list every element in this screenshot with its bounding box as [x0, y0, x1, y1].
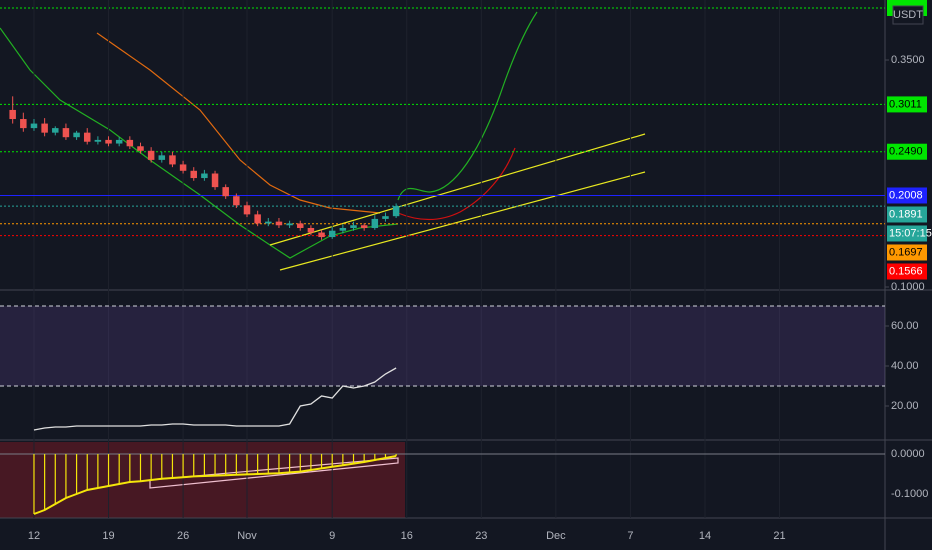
candle-body — [94, 139, 102, 142]
price-tag — [887, 96, 927, 113]
candle-body — [179, 164, 187, 171]
candle-body — [201, 173, 208, 179]
x-tick-label: Nov — [237, 530, 257, 542]
candle-body — [190, 170, 197, 179]
channel-lower — [279, 171, 646, 271]
candle-body — [382, 216, 389, 219]
candle-body — [83, 132, 91, 142]
price-tag-label: 0.2490 — [889, 146, 923, 158]
candle-body — [137, 146, 144, 151]
y-tick-label: 0.0000 — [891, 448, 925, 460]
price-tag-label: 15:07:15 — [889, 227, 932, 239]
candle-body — [20, 119, 27, 129]
candle-body — [41, 123, 48, 133]
price-tag-label: 0.3011 — [889, 98, 922, 110]
moving-average-orange — [96, 32, 381, 214]
x-tick-label: 26 — [177, 530, 189, 542]
candle-body — [62, 128, 70, 138]
price-tag — [887, 263, 927, 280]
candle-body — [254, 214, 261, 224]
price-tag-label: 0.1891 — [889, 208, 923, 220]
price-tag — [887, 206, 927, 223]
candle-body — [318, 232, 325, 238]
y-tick-label: 40.00 — [891, 360, 919, 372]
price-tag — [887, 244, 927, 261]
price-tag — [887, 187, 927, 204]
candle-body — [126, 139, 134, 147]
x-tick-label: 7 — [627, 530, 633, 542]
candle-body — [30, 123, 38, 129]
candle-body — [105, 139, 112, 144]
candle-body — [243, 205, 251, 215]
candle-body — [297, 223, 304, 228]
candle-body — [360, 225, 368, 228]
histogram-shade — [0, 442, 405, 518]
currency-box — [892, 5, 924, 25]
projection-red — [397, 147, 516, 221]
x-tick-label: 23 — [475, 530, 487, 542]
candle-body — [371, 218, 379, 228]
x-tick-label: 12 — [28, 530, 40, 542]
candle-body — [286, 223, 293, 226]
price-tag — [887, 225, 927, 242]
candle-body — [350, 225, 357, 228]
rsi-line — [33, 367, 397, 431]
candle-body — [233, 196, 240, 206]
x-tick-label: 19 — [102, 530, 114, 542]
candle-body — [392, 206, 400, 217]
projection-green — [397, 11, 538, 201]
histogram-shape — [149, 457, 399, 489]
candle-body — [52, 128, 59, 133]
currency: USDT — [893, 9, 923, 21]
candle-body — [169, 155, 176, 165]
rsi-band — [0, 306, 885, 386]
price-tag-label: 0.1697 — [889, 246, 923, 258]
x-tick-label: 16 — [401, 530, 413, 542]
y-tick-label: -0.1000 — [891, 488, 928, 500]
candle-body — [222, 187, 229, 197]
price-tag — [887, 143, 927, 160]
y-tick-label: 60.00 — [891, 320, 919, 332]
candle-body — [147, 150, 155, 160]
candle-body — [158, 155, 166, 160]
y-tick-label: 0.3500 — [891, 54, 925, 66]
candle-body — [73, 132, 80, 138]
candle-body — [265, 221, 272, 224]
candle-body — [9, 109, 16, 120]
candle-body — [328, 230, 336, 238]
price-tag-label: 0.2008 — [889, 189, 923, 201]
x-tick-label: 21 — [773, 530, 785, 542]
x-tick-label: Dec — [546, 530, 566, 542]
y-tick-label: 20.00 — [891, 400, 919, 412]
x-tick-label: 14 — [699, 530, 711, 542]
candle-body — [307, 227, 315, 233]
candle-body — [275, 221, 283, 226]
y-tick-label: 0.1000 — [891, 281, 925, 293]
candle-body — [115, 139, 123, 144]
price-tag-label: 0.1566 — [889, 265, 923, 277]
histogram-line — [33, 455, 397, 515]
x-tick-label: 9 — [329, 530, 335, 542]
candle-body — [339, 227, 347, 231]
candle-body — [211, 173, 219, 188]
